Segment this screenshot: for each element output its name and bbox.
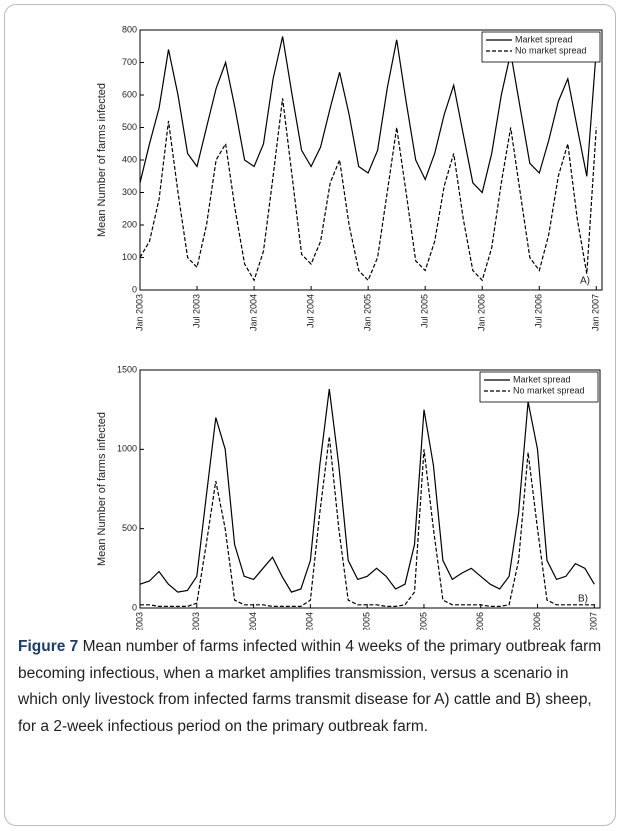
x-tick-label: Jul 2006 <box>532 612 542 630</box>
x-tick-label: Jul 2005 <box>420 294 430 328</box>
legend-box <box>479 371 599 403</box>
y-tick-label: 100 <box>122 252 137 262</box>
y-tick-label: 500 <box>122 122 137 132</box>
y-axis-label: Mean Number of farms infected <box>96 83 108 237</box>
y-tick-label: 0 <box>132 284 137 294</box>
x-tick-label: Jul 2003 <box>191 612 201 630</box>
series-line <box>139 98 597 282</box>
x-tick-label: Jan 2003 <box>134 294 144 331</box>
legend-label: No market spread <box>515 45 587 55</box>
x-tick-label: Jan 2003 <box>134 612 144 630</box>
caption-label: Figure 7 <box>18 638 79 655</box>
caption: Figure 7 Mean number of farms infected w… <box>18 634 608 740</box>
y-tick-label: 700 <box>122 57 137 67</box>
y-tick-label: 600 <box>122 89 137 99</box>
series-line <box>139 388 595 593</box>
y-tick-label: 1000 <box>117 444 137 454</box>
legend-label: Market spread <box>513 374 571 384</box>
x-tick-label: Jan 2004 <box>248 612 258 630</box>
y-axis-label: Mean Number of farms infected <box>96 412 108 566</box>
x-tick-label: Jul 2004 <box>305 612 315 630</box>
y-tick-label: 800 <box>122 24 137 34</box>
figure-frame <box>4 4 616 826</box>
x-tick-label: Jan 2007 <box>589 612 599 630</box>
x-tick-label: Jan 2004 <box>248 294 258 331</box>
y-tick-label: 200 <box>122 219 137 229</box>
x-tick-label: Jul 2005 <box>418 612 428 630</box>
y-tick-label: 1500 <box>117 364 137 374</box>
y-tick-label: 300 <box>122 187 137 197</box>
y-tick-label: 400 <box>122 154 137 164</box>
plot-area <box>139 369 601 609</box>
x-tick-label: Jul 2003 <box>191 294 201 328</box>
legend-label: No market spread <box>513 385 585 395</box>
legend-label: Market spread <box>515 34 573 44</box>
x-tick-label: Jan 2005 <box>363 294 373 331</box>
series-line <box>140 436 595 607</box>
plot-area <box>139 29 603 291</box>
figure: 0 100 200 300 400 500 600 700 800 Jan 2003 Jul 200… <box>96 24 603 630</box>
series-line <box>139 36 597 194</box>
x-tick-label: Jan 2005 <box>362 612 372 630</box>
x-tick-label: Jan 2007 <box>591 294 601 331</box>
y-tick-label: 0 <box>132 602 137 612</box>
x-tick-label: Jan 2006 <box>475 612 485 630</box>
x-tick-label: Jan 2006 <box>477 294 487 331</box>
panel-label: B) <box>578 594 588 605</box>
y-tick-label: 500 <box>122 523 137 533</box>
panel-label: A) <box>580 276 590 287</box>
caption-text: Mean number of farms infected within 4 w… <box>18 638 602 735</box>
x-tick-label: Jul 2004 <box>305 294 315 328</box>
legend-box <box>481 31 601 63</box>
x-tick-label: Jul 2006 <box>534 294 544 328</box>
